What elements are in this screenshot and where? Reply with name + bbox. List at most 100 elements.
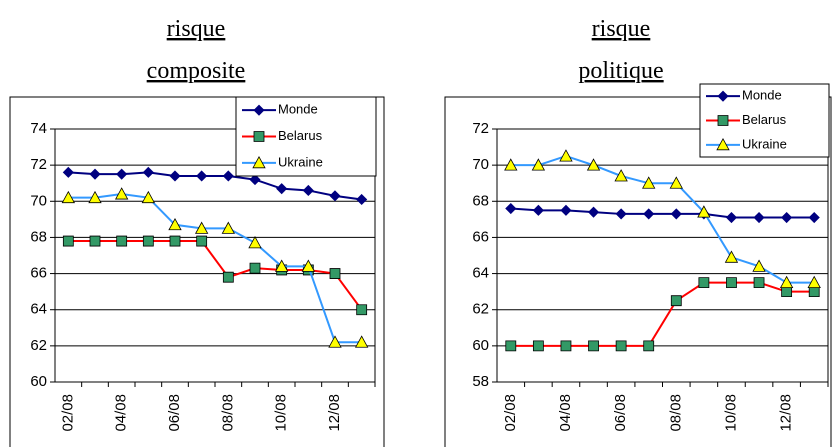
data-point <box>779 275 794 289</box>
data-point <box>615 208 627 220</box>
data-point <box>531 158 546 171</box>
data-point <box>169 235 181 247</box>
y-tick-label: 72 <box>472 120 489 137</box>
data-point <box>504 158 518 171</box>
data-point <box>356 193 368 206</box>
y-tick-label: 70 <box>472 156 489 173</box>
data-point <box>196 170 208 182</box>
y-tick-label: 70 <box>30 192 47 209</box>
data-point <box>89 168 101 180</box>
data-point <box>615 340 627 352</box>
data-point <box>168 217 182 231</box>
series-line <box>510 281 815 347</box>
y-tick-label: 66 <box>472 228 489 245</box>
x-tick-label: 02/08 <box>502 394 519 432</box>
data-point <box>142 166 154 178</box>
data-point <box>643 208 655 220</box>
data-point <box>697 205 711 218</box>
chart-title: risque politique <box>578 16 663 84</box>
legend-label: Ukraine <box>742 136 787 151</box>
data-point <box>587 206 600 218</box>
data-point <box>169 170 181 182</box>
legend-marker <box>253 131 265 142</box>
y-tick-label: 72 <box>30 156 47 173</box>
data-point <box>221 221 236 234</box>
data-point <box>249 262 261 274</box>
y-tick-label: 74 <box>30 120 47 137</box>
y-tick-label: 62 <box>472 301 489 318</box>
data-point <box>505 340 517 352</box>
data-point <box>808 211 820 224</box>
legend-label: Monde <box>742 88 782 103</box>
data-point <box>614 169 628 182</box>
data-point <box>532 340 544 352</box>
data-point <box>560 340 572 352</box>
y-tick-label: 64 <box>30 301 47 318</box>
x-tick-label: 06/08 <box>166 394 183 432</box>
data-point <box>329 268 341 279</box>
data-point <box>586 158 601 171</box>
legend-marker <box>252 155 266 169</box>
y-tick-label: 60 <box>30 373 47 390</box>
data-point <box>724 250 739 263</box>
y-tick-label: 68 <box>472 192 489 209</box>
x-tick-label: 08/08 <box>219 394 236 432</box>
data-point <box>588 340 599 352</box>
data-point <box>753 277 765 289</box>
data-point <box>276 183 288 195</box>
data-point <box>301 259 316 272</box>
legend-label: Belarus <box>742 112 787 127</box>
x-tick-label: 06/08 <box>612 394 629 432</box>
series-line <box>510 207 815 219</box>
data-point <box>354 335 369 348</box>
data-point <box>141 190 156 204</box>
data-point <box>669 176 683 189</box>
data-point <box>781 286 793 298</box>
y-tick-label: 64 <box>472 265 489 282</box>
data-point <box>328 335 342 348</box>
legend-label: Belarus <box>278 128 323 143</box>
data-point <box>670 208 682 220</box>
data-point <box>753 211 765 224</box>
legend-marker <box>716 137 730 151</box>
data-point <box>196 235 208 247</box>
x-tick-label: 10/08 <box>273 394 290 432</box>
y-tick-label: 60 <box>472 337 489 354</box>
data-point <box>505 202 517 215</box>
x-tick-label: 12/08 <box>326 394 343 432</box>
data-point <box>116 168 128 180</box>
x-tick-label: 04/08 <box>113 394 130 432</box>
x-tick-label: 12/08 <box>778 394 795 432</box>
legend-label: Monde <box>278 102 318 117</box>
series-line <box>68 193 362 344</box>
legend-marker <box>253 104 265 116</box>
x-tick-label: 10/08 <box>722 394 739 432</box>
series-line <box>68 240 363 311</box>
data-point <box>248 236 262 249</box>
data-point <box>808 286 820 298</box>
data-point <box>274 259 289 272</box>
x-tick-label: 02/08 <box>59 394 76 432</box>
data-point <box>114 187 129 200</box>
data-point <box>560 204 572 216</box>
x-tick-label: 04/08 <box>557 394 574 432</box>
data-point <box>89 235 101 247</box>
data-point <box>752 259 766 272</box>
data-point <box>642 176 656 189</box>
data-point <box>62 235 74 247</box>
data-point <box>698 277 710 289</box>
data-point <box>559 149 573 162</box>
data-point <box>142 235 154 247</box>
data-point <box>726 277 737 289</box>
chart-frame <box>9 96 385 447</box>
data-point <box>116 235 128 247</box>
data-point <box>194 221 209 234</box>
data-point <box>532 204 544 216</box>
y-tick-label: 66 <box>30 265 47 282</box>
data-point <box>222 271 234 283</box>
data-point <box>61 190 76 204</box>
data-point <box>222 170 234 182</box>
data-point <box>670 295 682 307</box>
data-point <box>807 275 821 289</box>
